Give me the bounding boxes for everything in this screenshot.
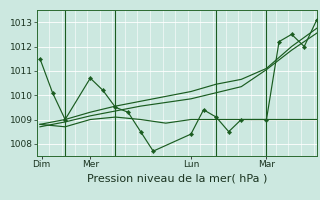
X-axis label: Pression niveau de la mer( hPa ): Pression niveau de la mer( hPa ) [87, 173, 267, 183]
